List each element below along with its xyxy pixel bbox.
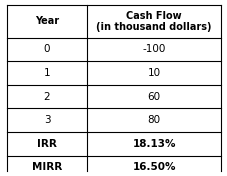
Text: 16.50%: 16.50%	[132, 162, 175, 172]
Text: 1: 1	[44, 68, 50, 78]
Text: IRR: IRR	[37, 139, 57, 149]
Text: 60: 60	[147, 92, 160, 102]
Text: 3: 3	[44, 115, 50, 125]
Text: Cash Flow
(in thousand dollars): Cash Flow (in thousand dollars)	[96, 11, 211, 32]
Text: 2: 2	[44, 92, 50, 102]
Text: 18.13%: 18.13%	[132, 139, 175, 149]
Text: 80: 80	[147, 115, 160, 125]
Text: 10: 10	[147, 68, 160, 78]
Text: 0: 0	[44, 44, 50, 54]
Text: Year: Year	[35, 16, 59, 26]
Text: -100: -100	[142, 44, 165, 54]
Text: MIRR: MIRR	[32, 162, 62, 172]
